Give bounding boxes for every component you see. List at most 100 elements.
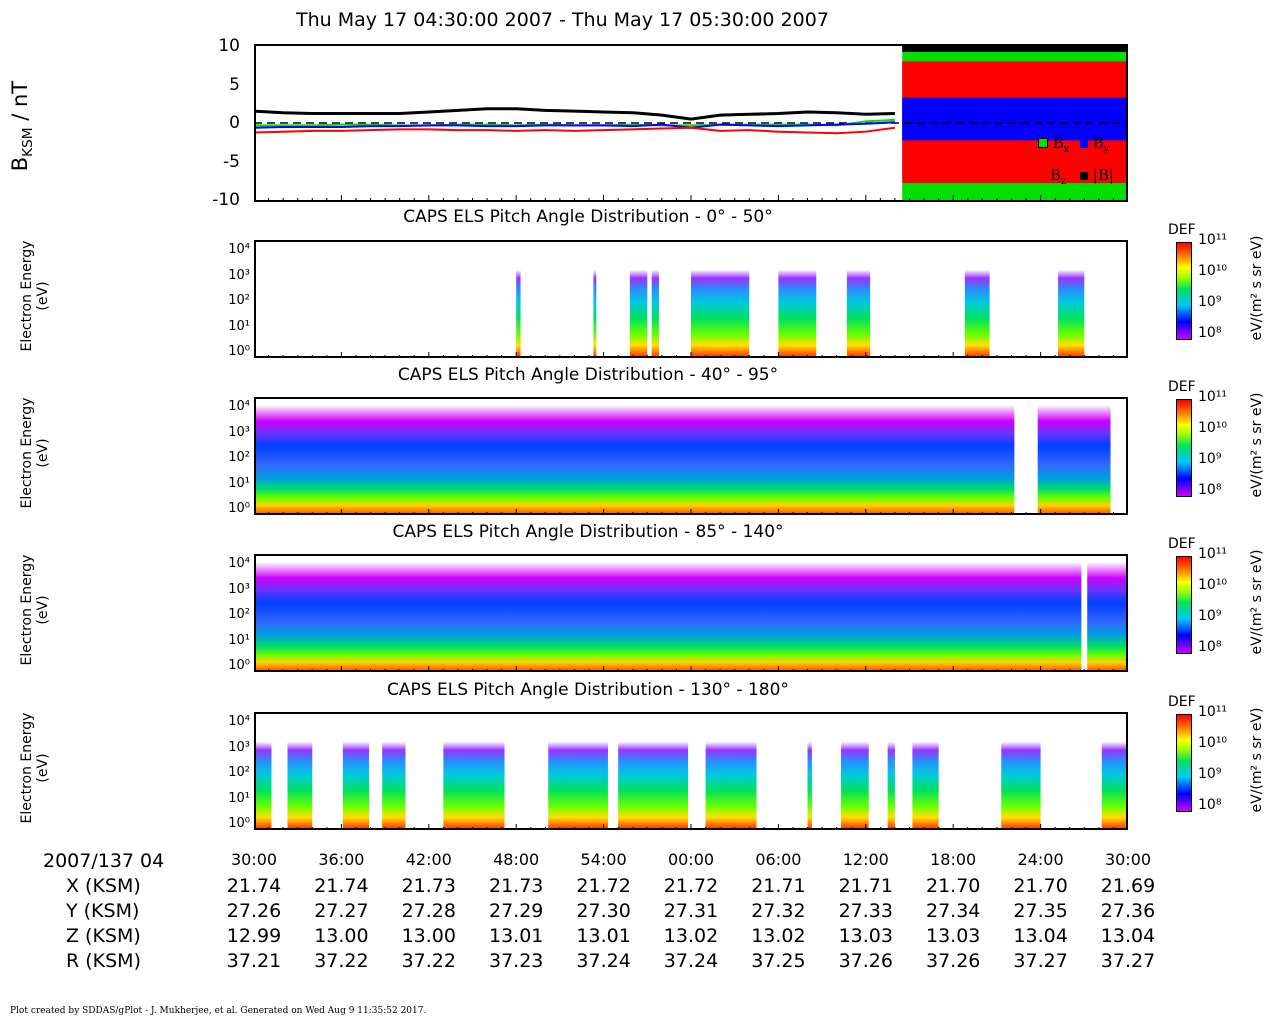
spectrogram-block <box>593 248 597 356</box>
ephem-value-cell: 21.74 <box>314 875 369 897</box>
footer-credit: Plot created by SDDAS/gPlot - J. Mukherj… <box>10 1006 427 1016</box>
ephem-value-cell: 21.71 <box>751 875 806 897</box>
ephem-value-cell: 13.03 <box>838 925 893 947</box>
spectrogram-block <box>1037 405 1111 513</box>
ephem-row: 27.26 27.27 27.28 27.29 27.30 27.31 27.32 27.33… <box>0 900 1280 924</box>
energy-ytick: 10³ <box>228 267 250 283</box>
ephem-value-cell: 21.73 <box>488 875 544 897</box>
ephem-row: 37.21 37.22 37.22 37.23 37.24 37.24 37.25 37.26… <box>0 950 1280 974</box>
ephem-value-cell: 37.24 <box>663 950 719 972</box>
energy-ytick: 10⁰ <box>228 658 250 673</box>
ephem-time-cell: 54:00 <box>580 850 627 869</box>
ephem-value-cell: 27.29 <box>488 900 544 922</box>
energy-ytick: 10⁴ <box>228 399 250 414</box>
panel-title: CAPS ELS Pitch Angle Distribution - 130°… <box>387 680 789 700</box>
ephem-row-label: Y (KSM) <box>66 900 140 922</box>
spectrogram-block <box>1001 720 1041 828</box>
mag-ytick: 0 <box>229 113 240 133</box>
gap-fill-band <box>902 44 1128 52</box>
legend-by: By <box>1080 134 1109 155</box>
ephem-value-cell: 27.27 <box>314 900 369 922</box>
series-line-by <box>254 121 895 129</box>
ephem-row-label: X (KSM) <box>66 875 141 897</box>
ephem-row-label: Z (KSM) <box>66 925 141 947</box>
legend-bz: Bz <box>1050 166 1067 187</box>
spectrogram-block <box>887 720 895 828</box>
ephem-time-label: 2007/137 04 <box>43 850 165 872</box>
spectrogram-block <box>651 248 659 356</box>
colorbar-tick: 10¹⁰ <box>1198 577 1228 593</box>
ephem-value-cell: 21.74 <box>226 875 282 897</box>
ephem-value-cell: 27.31 <box>663 900 719 922</box>
colorbar-tick: 10⁹ <box>1198 608 1222 624</box>
spectrogram-block <box>254 720 272 828</box>
ephem-value-cell: 37.25 <box>751 950 806 972</box>
ephem-time-row: 30:00 36:00 42:00 48:00 54:00 00:00 06:00 12:00… <box>0 850 1280 874</box>
ephem-value-cell: 13.01 <box>576 925 631 947</box>
ephem-time-cell: 48:00 <box>493 850 540 869</box>
spectrogram-block <box>1058 248 1085 356</box>
spectrogram-block <box>516 248 521 356</box>
colorbar-tick: 10¹⁰ <box>1198 735 1228 751</box>
ephem-time-cell: 12:00 <box>842 850 889 869</box>
colorbar-tick: 10⁸ <box>1198 639 1222 655</box>
ephem-value-cell: 27.30 <box>576 900 631 922</box>
ephem-row: 21.74 21.74 21.73 21.73 21.72 21.72 21.71 21.71… <box>0 875 1280 899</box>
energy-ytick: 10¹ <box>228 318 250 334</box>
ephem-time-cell: 36:00 <box>318 850 365 869</box>
spectrogram-block <box>778 248 817 356</box>
spectrogram-block <box>382 720 406 828</box>
energy-ytick: 10¹ <box>228 475 250 491</box>
spectrogram-block <box>807 720 812 828</box>
ephem-value-cell: 13.02 <box>663 925 719 947</box>
colorbar <box>1176 556 1192 654</box>
ephem-time-cell: 00:00 <box>667 850 715 869</box>
gap-fill-band <box>902 97 1128 141</box>
ephem-value-cell: 21.71 <box>838 875 893 897</box>
spectrogram-block <box>618 720 689 828</box>
colorbar-tick: 10⁸ <box>1198 325 1222 341</box>
colorbar-tick: 10¹¹ <box>1198 546 1228 562</box>
spectrogram-block <box>841 720 869 828</box>
spectrogram-block <box>1087 562 1128 670</box>
magnetic-field-plot <box>254 44 1128 202</box>
spectrogram-block <box>254 405 1015 513</box>
energy-ytick: 10² <box>228 293 250 308</box>
colorbar-tick: 10¹¹ <box>1198 704 1228 720</box>
spectrogram-plot <box>254 240 1128 358</box>
panel-title: CAPS ELS Pitch Angle Distribution - 40° … <box>397 365 779 385</box>
mag-ytick: 10 <box>218 36 240 56</box>
colorbar-tick: 10⁸ <box>1198 797 1222 813</box>
ephem-value-cell: 27.26 <box>226 900 282 922</box>
energy-ytick: 10⁴ <box>228 242 250 257</box>
energy-ylabel-line: Electron Energy <box>19 397 35 509</box>
page-title: Thu May 17 04:30:00 2007 - Thu May 17 05… <box>296 9 829 31</box>
ephem-value-cell: 37.24 <box>576 950 631 972</box>
energy-ytick: 10¹ <box>228 790 250 806</box>
colorbar-unit: eV/(m² s sr eV) <box>1249 235 1265 341</box>
ephem-value-cell: 37.26 <box>838 950 893 972</box>
legend-bx: Bx <box>1038 134 1069 155</box>
ephem-time-cell: 30:00 <box>230 850 278 869</box>
ephem-value-cell: 21.72 <box>663 875 719 897</box>
spectrogram-block <box>846 248 871 356</box>
energy-ylabel: Electron Energy (eV) <box>19 378 51 528</box>
energy-ylabel: Electron Energy (eV) <box>19 693 51 843</box>
energy-ylabel-line: Electron Energy <box>19 712 35 824</box>
ephem-value-cell: 13.03 <box>925 925 981 947</box>
energy-ytick: 10³ <box>228 424 250 440</box>
ephem-value-cell: 21.70 <box>925 875 981 897</box>
ephem-value-cell: 13.00 <box>314 925 369 947</box>
ephem-value-cell: 37.27 <box>1100 950 1156 972</box>
mag-ytick: 5 <box>229 75 240 95</box>
ephem-value-cell: 37.23 <box>488 950 544 972</box>
spectrogram-block <box>705 720 757 828</box>
colorbar-label: DEF <box>1168 536 1196 552</box>
energy-ytick: 10³ <box>228 581 250 597</box>
colorbar-unit: eV/(m² s sr eV) <box>1249 707 1265 813</box>
energy-ytick: 10¹ <box>228 632 250 648</box>
colorbar-tick: 10⁹ <box>1198 294 1222 310</box>
colorbar-tick: 10⁹ <box>1198 451 1222 467</box>
ephem-value-cell: 13.01 <box>488 925 544 947</box>
ephem-value-cell: 37.26 <box>925 950 981 972</box>
